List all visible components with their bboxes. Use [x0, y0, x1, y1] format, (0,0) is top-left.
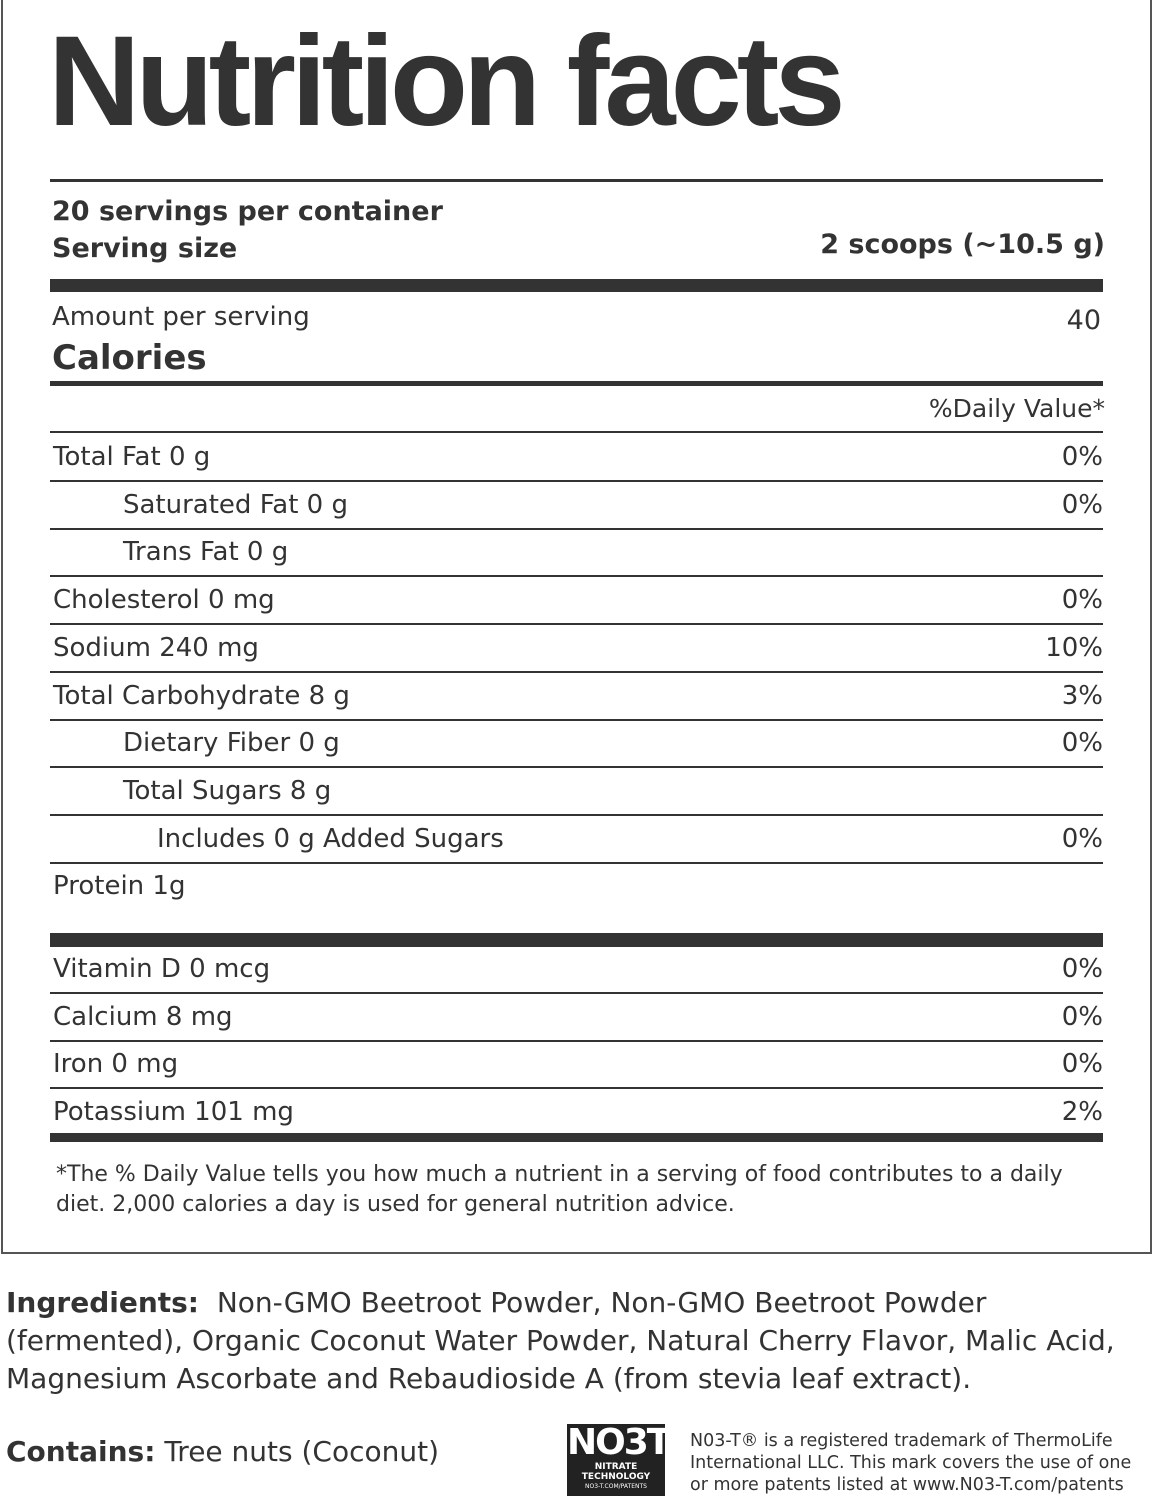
rule: [50, 1039, 1103, 1042]
title: Nutrition facts: [48, 10, 846, 153]
nutrient-row: Vitamin D 0 mcg 0%: [50, 946, 1103, 993]
nutrient-row: Protein 1g: [50, 863, 1103, 910]
logo-mark: NO3T: [567, 1422, 671, 1463]
nutrient-label: Dietary Fiber 0 g: [123, 728, 340, 759]
daily-value: 0%: [1061, 1001, 1103, 1032]
thick-rule: [50, 1133, 1103, 1142]
nutrient-label: Total Carbohydrate 8 g: [53, 680, 350, 711]
rule: [50, 718, 1103, 721]
rule: [50, 431, 1103, 433]
nutrient-label: Calcium 8 mg: [53, 1001, 233, 1032]
nutrient-row: Sodium 240 mg 10%: [50, 625, 1103, 672]
label-frame: [1, 0, 1152, 1254]
nutrient-label: Iron 0 mg: [53, 1049, 179, 1080]
nutrient-row: Trans Fat 0 g: [50, 529, 1103, 576]
daily-value: 2%: [1061, 1097, 1103, 1128]
calories-label: Calories: [52, 338, 207, 378]
footnote: *The % Daily Value tells you how much a …: [56, 1162, 1063, 1217]
rule: [50, 623, 1103, 626]
rule: [50, 670, 1103, 673]
daily-value: 3%: [1061, 680, 1103, 711]
nutrient-row: Potassium 101 mg 2%: [50, 1089, 1103, 1136]
nutrient-row: Saturated Fat 0 g 0%: [50, 482, 1103, 529]
logo-line2: NO3-T.COM/PATENTS: [585, 1483, 647, 1490]
daily-value: 0%: [1061, 442, 1103, 472]
rule: [50, 813, 1103, 816]
rule: [50, 381, 1103, 386]
nutrient-label: Trans Fat 0 g: [123, 537, 289, 568]
logo-line1: NITRATE TECHNOLOGY: [581, 1462, 651, 1482]
daily-value: 0%: [1061, 1049, 1103, 1080]
nutrient-row: Calcium 8 mg 0%: [50, 994, 1103, 1041]
ingredients-text: Non-GMO Beetroot Powder, Non-GMO Beetroo…: [6, 1286, 1115, 1395]
rule: [50, 575, 1103, 578]
nutrient-label: Total Sugars 8 g: [123, 775, 332, 806]
rule: [50, 179, 1103, 182]
serving-size: 2 scoops (~10.5 g): [820, 229, 1105, 260]
amount-per-serving: Amount per serving: [52, 302, 310, 332]
nutrient-row: Iron 0 mg 0%: [50, 1041, 1103, 1088]
daily-value-header: %Daily Value*: [928, 394, 1105, 423]
ingredients-label: Ingredients:: [6, 1286, 200, 1319]
daily-value: 0%: [1061, 954, 1103, 984]
nutrient-label: Vitamin D 0 mcg: [53, 954, 271, 984]
nutrient-row: Dietary Fiber 0 g 0%: [50, 720, 1103, 767]
servings: 20 servings per container: [52, 196, 443, 227]
nutrient-row: Total Carbohydrate 8 g 3%: [50, 673, 1103, 720]
contains-text: Tree nuts (Coconut): [164, 1435, 440, 1468]
nutrient-label: Cholesterol 0 mg: [53, 585, 275, 616]
contains: Contains: Tree nuts (Coconut): [6, 1435, 439, 1468]
rule: [50, 527, 1103, 530]
rule: [50, 766, 1103, 769]
serving-size-label: Serving size: [52, 233, 238, 264]
nutrient-row: Includes 0 g Added Sugars 0%: [50, 816, 1103, 863]
nutrient-label: Potassium 101 mg: [53, 1097, 294, 1128]
nutrient-label: Protein 1g: [53, 871, 186, 902]
nutrient-label: Sodium 240 mg: [53, 632, 259, 663]
ingredients: Ingredients: Non-GMO Beetroot Powder, No…: [6, 1284, 1151, 1398]
logo: NO3T NITRATE TECHNOLOGY NO3-T.COM/PATENT…: [567, 1422, 671, 1496]
daily-value: 0%: [1061, 585, 1103, 616]
daily-value: 0%: [1061, 728, 1103, 759]
daily-value: 0%: [1061, 489, 1103, 520]
rule: [50, 1087, 1103, 1090]
daily-value: 0%: [1061, 823, 1103, 854]
rule: [50, 861, 1103, 864]
rule: [50, 480, 1103, 482]
contains-label: Contains:: [6, 1435, 156, 1468]
thick-rule: [50, 279, 1103, 292]
calories: 40: [1066, 305, 1101, 336]
daily-value: 10%: [1045, 632, 1103, 663]
nutrient-label: Includes 0 g Added Sugars: [157, 823, 504, 854]
nutrient-label: Saturated Fat 0 g: [123, 489, 348, 520]
nutrient-row: Total Fat 0 g 0%: [50, 434, 1103, 481]
thick-rule: [50, 933, 1103, 947]
nutrient-row: Total Sugars 8 g: [50, 768, 1103, 815]
nutrient-row: Cholesterol 0 mg 0%: [50, 577, 1103, 624]
rule: [50, 992, 1103, 994]
nutrient-label: Total Fat 0 g: [53, 442, 211, 472]
trademark: N03-T® is a registered trademark of Ther…: [690, 1431, 1132, 1495]
